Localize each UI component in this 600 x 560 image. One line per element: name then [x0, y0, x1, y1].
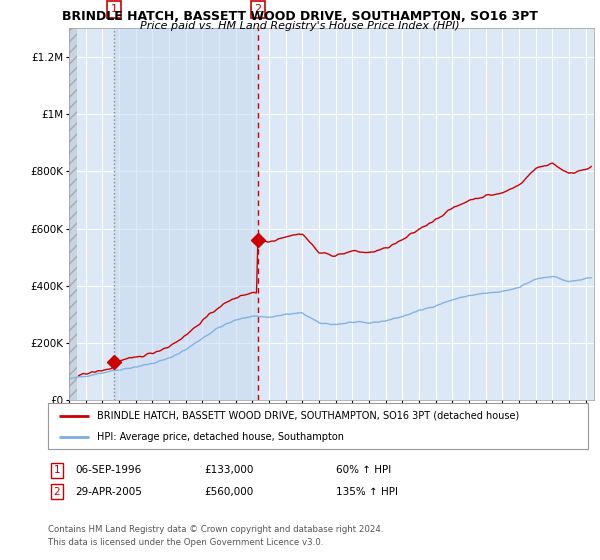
- Text: BRINDLE HATCH, BASSETT WOOD DRIVE, SOUTHAMPTON, SO16 3PT: BRINDLE HATCH, BASSETT WOOD DRIVE, SOUTH…: [62, 10, 538, 23]
- Text: Contains HM Land Registry data © Crown copyright and database right 2024.
This d: Contains HM Land Registry data © Crown c…: [48, 525, 383, 547]
- Text: £133,000: £133,000: [204, 465, 253, 475]
- Text: £560,000: £560,000: [204, 487, 253, 497]
- Text: 2: 2: [254, 4, 262, 15]
- Text: 1: 1: [53, 465, 61, 475]
- Text: 1: 1: [110, 4, 118, 15]
- Text: 29-APR-2005: 29-APR-2005: [75, 487, 142, 497]
- Text: 2: 2: [53, 487, 61, 497]
- Text: HPI: Average price, detached house, Southampton: HPI: Average price, detached house, Sout…: [97, 432, 344, 442]
- Text: 60% ↑ HPI: 60% ↑ HPI: [336, 465, 391, 475]
- Text: 06-SEP-1996: 06-SEP-1996: [75, 465, 141, 475]
- Bar: [69, 28, 77, 400]
- Text: BRINDLE HATCH, BASSETT WOOD DRIVE, SOUTHAMPTON, SO16 3PT (detached house): BRINDLE HATCH, BASSETT WOOD DRIVE, SOUTH…: [97, 410, 519, 421]
- Text: Price paid vs. HM Land Registry's House Price Index (HPI): Price paid vs. HM Land Registry's House …: [140, 21, 460, 31]
- Bar: [114, 28, 258, 400]
- Text: 135% ↑ HPI: 135% ↑ HPI: [336, 487, 398, 497]
